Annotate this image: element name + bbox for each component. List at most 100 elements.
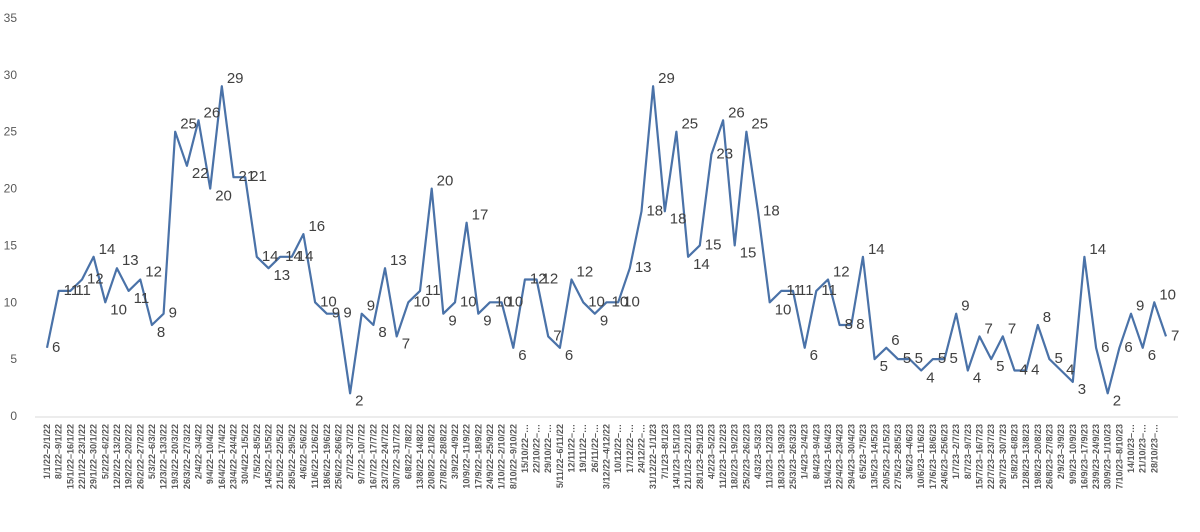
- x-tick-label: 11/3/23–12/3/23: [765, 424, 775, 489]
- data-label: 9: [448, 313, 456, 330]
- x-tick-label: 11/2/23–12/2/23: [718, 424, 728, 489]
- x-tick-label: 4/2/23–5/2/23: [706, 424, 716, 479]
- x-tick-label: 15/1/22–16/1/22: [65, 424, 75, 489]
- data-label: 9: [332, 305, 340, 322]
- data-label: 11: [75, 282, 91, 299]
- x-tick-label: 4/6/22–5/6/22: [298, 424, 308, 479]
- data-label: 12: [530, 271, 547, 288]
- data-label: 25: [180, 116, 197, 133]
- data-label: 9: [343, 305, 351, 322]
- data-label: 20: [215, 188, 232, 205]
- data-label: 3: [1078, 381, 1086, 398]
- data-label: 8: [378, 324, 386, 341]
- data-label: 9: [600, 313, 608, 330]
- x-tick-label: 16/9/23–17/9/23: [1079, 424, 1089, 489]
- data-label: 10: [507, 293, 524, 310]
- x-tick-label: 5/8/23–6/8/23: [1009, 424, 1019, 479]
- x-tick-label: 3/6/23–4/6/23: [905, 424, 915, 479]
- data-label: 7: [1171, 327, 1179, 344]
- data-label: 10: [623, 293, 640, 310]
- data-label: 11: [64, 282, 80, 299]
- data-label: 21: [239, 168, 256, 185]
- x-tick-label: 18/6/22–19/6/22: [322, 424, 332, 489]
- data-label: 6: [1124, 339, 1132, 356]
- y-tick-label: 30: [4, 68, 18, 82]
- x-tick-label: 17/12/22–…: [625, 424, 635, 473]
- x-tick-label: 2/7/22–3/7/22: [345, 424, 355, 479]
- x-tick-label: 8/1/22–9/1/22: [54, 424, 64, 479]
- data-label: 15: [740, 244, 757, 261]
- x-tick-label: 26/11/22–…: [590, 424, 600, 473]
- data-label: 6: [1101, 339, 1109, 356]
- x-tick-label: 30/4/22–1/5/22: [240, 424, 250, 484]
- data-label: 29: [227, 70, 244, 87]
- x-tick-label: 1/10/22–2/10/22: [497, 424, 507, 489]
- data-label: 22: [192, 165, 209, 182]
- x-tick-label: 26/3/22–27/3/22: [182, 424, 192, 489]
- data-label: 21: [250, 168, 267, 185]
- data-label: 5: [950, 350, 958, 367]
- data-label: 14: [99, 241, 116, 258]
- x-tick-label: 19/2/22–20/2/22: [124, 424, 134, 489]
- data-label: 14: [693, 256, 710, 273]
- data-label: 10: [775, 301, 792, 318]
- x-tick-label: 24/12/22–…: [636, 424, 646, 473]
- data-label: 11: [425, 282, 441, 299]
- x-tick-label: 17/6/23–18/6/23: [928, 424, 938, 489]
- data-label: 10: [1159, 286, 1176, 303]
- x-tick-label: 13/5/23–14/5/23: [870, 424, 880, 489]
- data-label: 5: [938, 350, 946, 367]
- x-tick-label: 22/7/23–23/7/23: [986, 424, 996, 489]
- data-label: 13: [273, 267, 290, 284]
- data-label: 18: [646, 202, 663, 219]
- x-tick-label: 28/10/23–…: [1149, 424, 1159, 473]
- x-tick-label: 29/1/22–30/1/22: [89, 424, 99, 489]
- data-label: 10: [612, 293, 629, 310]
- y-tick-label: 20: [4, 182, 18, 196]
- data-label: 6: [891, 332, 899, 349]
- x-tick-label: 14/10/23–…: [1126, 424, 1136, 473]
- data-label: 6: [52, 339, 60, 356]
- x-tick-label: 18/2/23–19/2/23: [730, 424, 740, 489]
- x-tick-label: 24/9/22–25/9/22: [485, 424, 495, 489]
- data-label: 12: [542, 271, 559, 288]
- x-tick-label: 16/7/22–17/7/22: [368, 424, 378, 489]
- data-label: 7: [1008, 320, 1016, 337]
- x-tick-label: 19/11/22–…: [578, 424, 588, 473]
- data-label: 14: [262, 248, 279, 265]
- data-label: 8: [157, 324, 165, 341]
- x-tick-label: 20/8/22–21/8/22: [427, 424, 437, 489]
- x-tick-label: 10/12/22–…: [613, 424, 623, 473]
- x-tick-label: 12/3/22–13/3/22: [159, 424, 169, 489]
- data-label: 17: [472, 207, 489, 224]
- x-tick-label: 12/2/22–13/2/22: [112, 424, 122, 489]
- x-tick-label: 3/9/22–4/9/22: [450, 424, 460, 479]
- data-label: 2: [1113, 392, 1121, 409]
- x-axis: 1/1/22–2/1/22 8/1/22–9/1/22 15/1/22–16/1/2…: [35, 416, 1178, 489]
- x-tick-label: 8/4/23–9/4/23: [811, 424, 821, 479]
- data-label: 9: [169, 305, 177, 322]
- data-label: 23: [716, 145, 733, 162]
- x-tick-label: 21/5/22–22/5/22: [275, 424, 285, 489]
- x-tick-label: 29/7/23–30/7/23: [998, 424, 1008, 489]
- x-tick-label: 3/12/22–4/12/22: [602, 424, 612, 489]
- data-label: 14: [1089, 241, 1106, 258]
- data-label: 4: [1066, 362, 1074, 379]
- x-tick-label: 23/7/22–24/7/22: [380, 424, 390, 489]
- x-tick-label: 1/1/22–2/1/22: [42, 424, 52, 479]
- x-tick-label: 22/10/22–…: [532, 424, 542, 473]
- x-tick-label: 9/4/22–10/4/22: [205, 424, 215, 484]
- data-label: 29: [658, 70, 675, 87]
- x-tick-label: 26/2/22–27/2/22: [135, 424, 145, 489]
- x-tick-label: 21/1/23–22/1/23: [683, 424, 693, 489]
- series-line: [45, 85, 1168, 395]
- x-tick-label: 28/1/23–29/1/23: [695, 424, 705, 489]
- data-label: 11: [134, 290, 150, 307]
- data-label: 16: [308, 218, 325, 235]
- data-label: 13: [122, 252, 139, 269]
- data-label: 10: [460, 293, 477, 310]
- x-tick-label: 30/7/22–31/7/22: [392, 424, 402, 489]
- x-tick-label: 9/9/23–10/9/23: [1068, 424, 1078, 484]
- data-label: 13: [635, 259, 652, 276]
- x-tick-label: 15/4/23–16/4/23: [823, 424, 833, 489]
